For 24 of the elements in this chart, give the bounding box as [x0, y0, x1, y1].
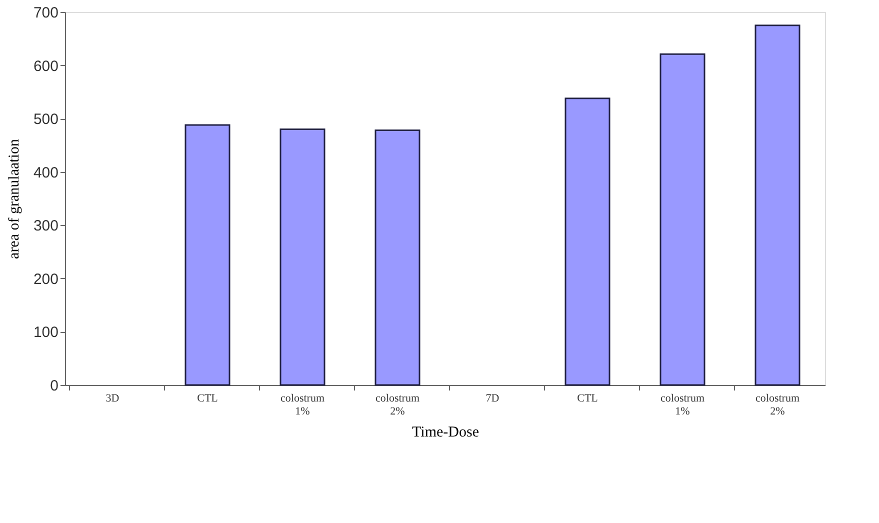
x-tick-label: colostrum 1%: [280, 392, 325, 418]
y-tick-label: 200: [33, 270, 58, 288]
bar: [754, 24, 800, 386]
y-axis-title: area of granulaation: [6, 138, 22, 259]
x-tick-label: colostrum 2%: [376, 392, 420, 418]
x-axis-title: Time-Dose: [412, 424, 480, 440]
bar: [374, 130, 420, 386]
y-tick-label: 600: [33, 58, 58, 75]
bar: [280, 128, 326, 386]
y-tick-label: 400: [33, 164, 58, 182]
x-tick-label: 7D: [486, 392, 500, 404]
x-tick-label: 3D: [106, 392, 120, 404]
bar: [564, 98, 610, 386]
bar: [184, 124, 230, 386]
y-tick-label: 300: [33, 218, 58, 235]
x-tick-label: CTL: [577, 392, 598, 404]
x-tick-label: colostrum 1%: [660, 392, 705, 418]
y-tick-label: 0: [50, 378, 58, 394]
y-tick-label: 700: [33, 4, 58, 22]
x-tick-label: colostrum 2%: [756, 392, 800, 418]
y-tick-label: 100: [33, 324, 58, 342]
x-tick-label: CTL: [197, 392, 218, 404]
y-tick-label: 500: [33, 111, 58, 128]
bar: [660, 53, 706, 386]
